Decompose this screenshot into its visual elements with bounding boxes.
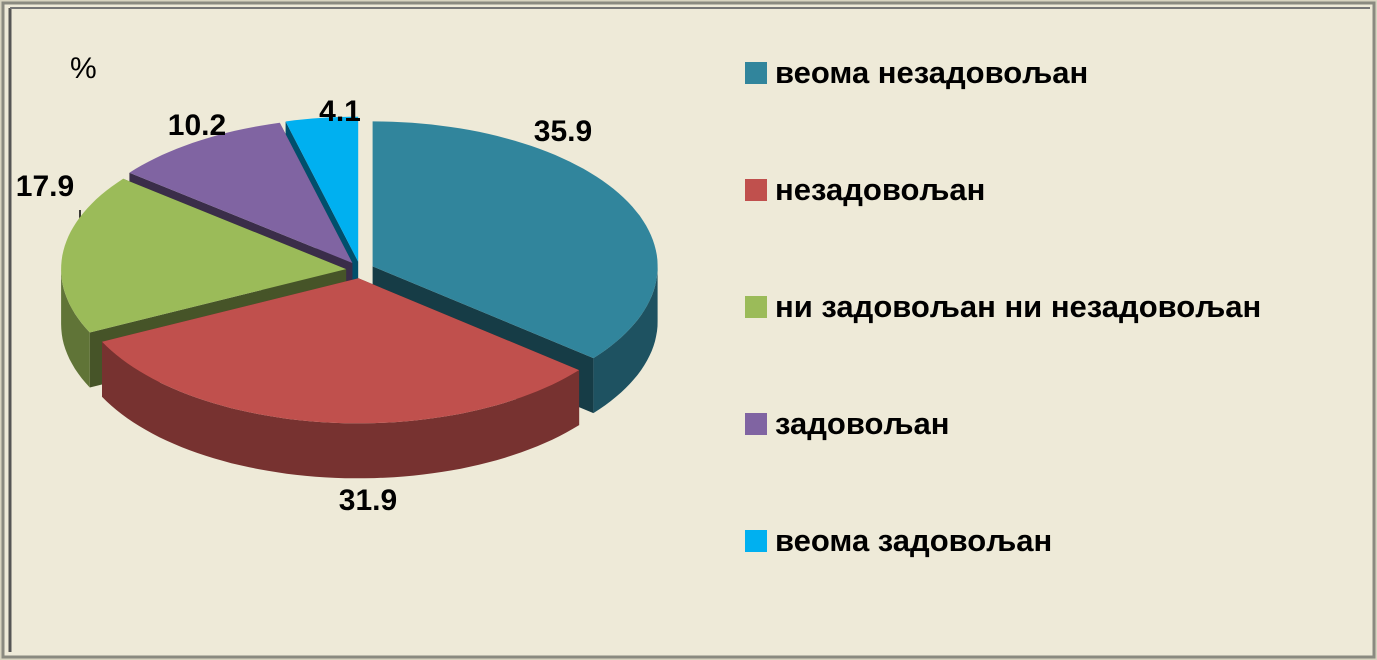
- slice: [129, 122, 353, 263]
- slice-wall: [593, 266, 658, 414]
- data-label: 31.9: [339, 484, 397, 517]
- legend-swatch: [745, 62, 767, 84]
- legend-label: задовољан: [775, 406, 949, 441]
- legend-swatch: [745, 179, 767, 201]
- slice-wall: [102, 341, 580, 479]
- slice-wall: [61, 269, 90, 388]
- legend-swatch: [745, 530, 767, 552]
- slice: [285, 116, 359, 262]
- legend-label: ни задовољан ни незадовољан: [775, 289, 1261, 324]
- legend-label: незадовољан: [775, 172, 985, 207]
- data-label: 10.2: [168, 109, 226, 142]
- data-label: 35.9: [534, 115, 592, 148]
- legend-label: веома незадовољан: [775, 55, 1088, 90]
- slice: [61, 178, 347, 333]
- data-label: 17.9: [16, 170, 74, 203]
- chart-title: %: [70, 52, 97, 85]
- legend-swatch: [745, 296, 767, 318]
- legend-swatch: [745, 413, 767, 435]
- slice: [102, 278, 580, 424]
- legend-label: веома задовољан: [775, 523, 1052, 558]
- data-label: 4.1: [319, 95, 361, 128]
- slice: [372, 121, 658, 359]
